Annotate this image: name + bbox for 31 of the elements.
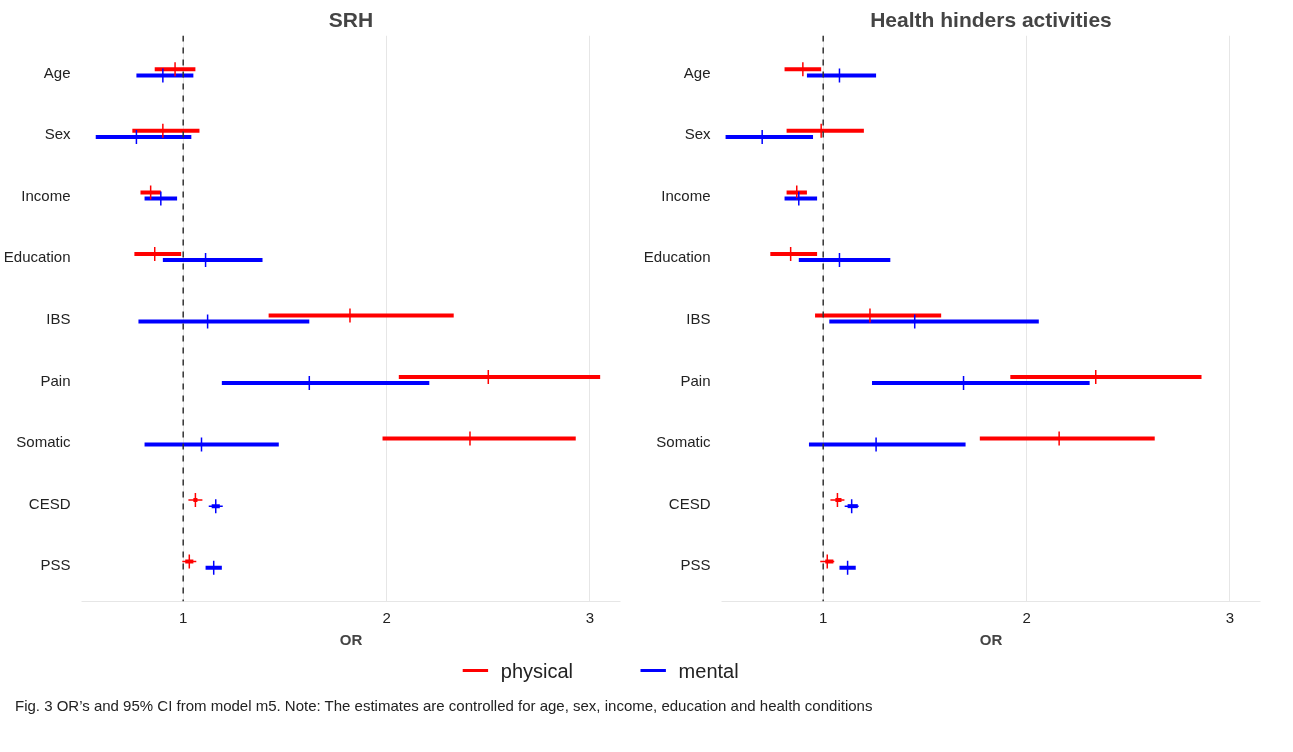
legend-label: mental: [678, 659, 739, 682]
x-axis-title: OR: [979, 630, 1003, 648]
y-tick-label: Somatic: [656, 433, 711, 451]
y-tick-label: CESD: [28, 494, 71, 512]
x-tick-label: 1: [819, 608, 828, 626]
chart-title: SRH: [328, 7, 374, 31]
y-tick-label: IBS: [46, 310, 71, 327]
y-tick-label: PSS: [680, 556, 711, 574]
x-tick-label: 2: [1022, 608, 1031, 626]
chart-title: Health hinders activities: [870, 7, 1112, 31]
caption: Fig. 3 OR’s and 95% CI from model m5. Note: The estimates are controlled for age, sex, income, education and health conditions: [15, 696, 873, 716]
x-tick-label: 3: [1225, 608, 1235, 626]
y-tick-label: Pain: [680, 371, 711, 389]
x-tick-label: 2: [382, 608, 391, 626]
y-tick-label: Pain: [40, 371, 71, 389]
y-tick-label: Age: [43, 63, 71, 81]
y-tick-label: Sex: [44, 125, 71, 143]
y-tick-label: Education: [3, 248, 71, 266]
x-tick-label: 3: [585, 608, 595, 626]
y-tick-label: IBS: [686, 310, 711, 327]
y-tick-label: Income: [21, 186, 71, 204]
x-axis-title: OR: [339, 630, 363, 648]
y-tick-label: Age: [683, 63, 711, 81]
y-tick-label: Somatic: [16, 433, 71, 451]
y-tick-label: PSS: [40, 556, 71, 574]
y-tick-label: Education: [643, 248, 711, 266]
x-tick-label: 1: [179, 608, 188, 626]
y-tick-label: Income: [661, 186, 711, 204]
y-tick-label: CESD: [668, 494, 711, 512]
y-tick-label: Sex: [684, 125, 711, 143]
legend-label: physical: [500, 659, 574, 682]
